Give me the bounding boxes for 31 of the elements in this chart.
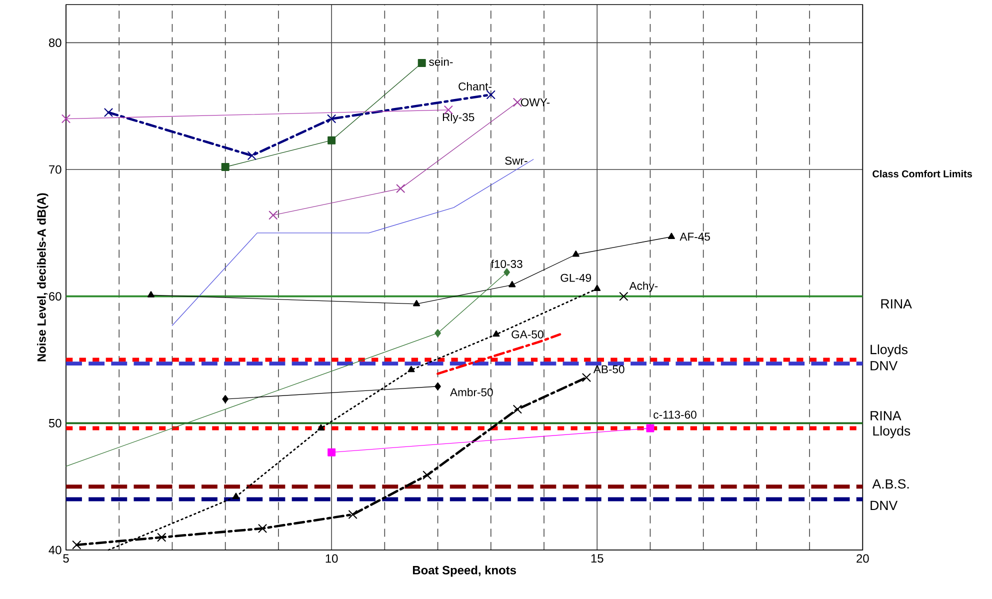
series-label: Chant- [458, 82, 492, 91]
series-label: f10-33 [490, 260, 522, 268]
series-label: c-113-60 [654, 410, 696, 419]
ref-line-label: RINA [870, 411, 902, 420]
y-tick-label: 80 [48, 38, 62, 48]
series-label: Achy- [629, 282, 658, 292]
series-label: Swr- [505, 156, 528, 165]
ref-line-label: Lloyds [873, 426, 910, 438]
ref-line-label: DNV [870, 361, 898, 370]
y-tick-label: 70 [49, 165, 62, 174]
series-label: GA-50 [512, 330, 544, 339]
ref-line-label: DNV [870, 501, 898, 510]
y-tick-label: 50 [48, 419, 62, 428]
series-label: GL-49 [560, 274, 592, 282]
text: Class Comfort Limits [872, 170, 972, 178]
ref-line-label: Lloyds [870, 344, 908, 357]
series-label: OWY- [520, 98, 550, 106]
x-tick-label: 15 [591, 554, 604, 563]
x-tick-label: 10 [326, 554, 338, 563]
series-label: sein- [429, 58, 453, 66]
x-tick-label: 5 [63, 554, 69, 563]
series-label: Ambr-50 [450, 388, 493, 396]
x-axis-title: Boat Speed, knots [412, 566, 516, 577]
series-label: Rly-35 [442, 113, 474, 124]
ref-line-label: RINA [881, 299, 912, 309]
y-tick-label: 40 [48, 546, 62, 554]
y-axis-title: Noise Level, decibels-A dB(A) [37, 193, 48, 362]
series-label: AF-45 [680, 232, 710, 241]
y-tick-label: 60 [49, 292, 62, 301]
ref-line-label: A.B.S. [872, 479, 909, 489]
x-tick-label: 20 [856, 554, 869, 563]
